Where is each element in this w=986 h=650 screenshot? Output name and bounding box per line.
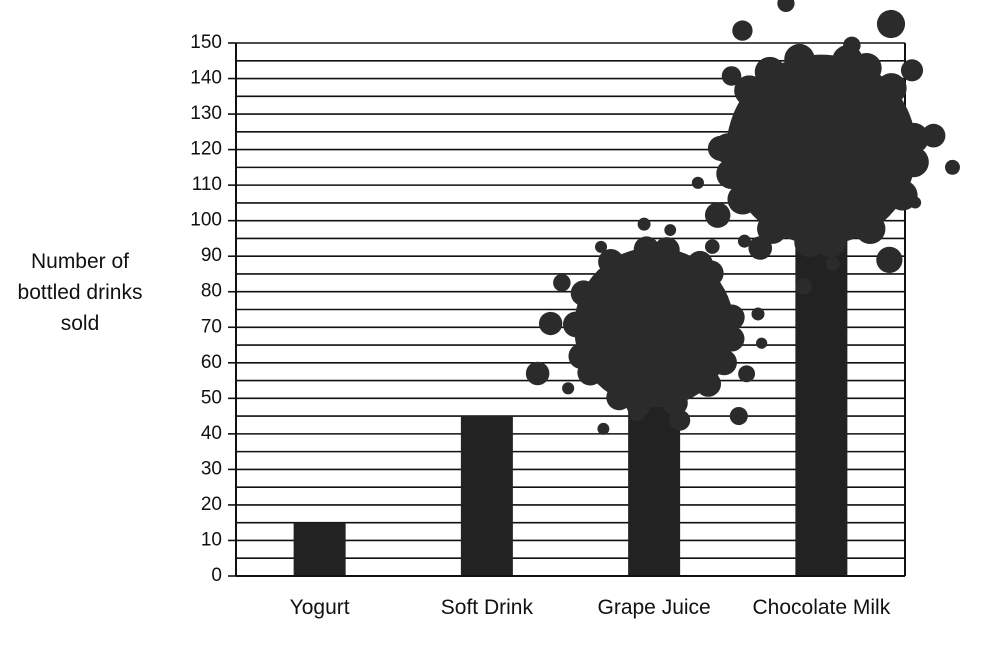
ink-drop [851,53,881,83]
ink-drop [705,239,720,254]
ink-drop [562,382,574,394]
y-axis-label: Number of bottled drinks sold [0,246,160,339]
bar [461,416,513,576]
ink-drop [553,274,571,292]
y-tick-label: 90 [201,245,222,266]
page: 0 10 20 30 40 50 60 70 80 90 100 110 120 130 140 150 Nu… [0,0,986,650]
y-tick-label: 60 [201,352,222,373]
ink-drop [826,257,840,271]
ink-drop [698,260,724,286]
ink-drop [899,123,929,153]
ink-drop [664,224,676,236]
ink-drop [756,338,767,349]
y-tick-label: 110 [192,174,222,195]
ink-drop [945,160,960,175]
ink-drop [692,177,704,189]
ink-drop [795,278,811,294]
ink-drop [571,280,597,306]
x-tick-label: Grape Juice [579,592,729,623]
ink-drop [654,237,680,263]
bar [294,523,346,576]
x-tick-label: Yogurt [245,592,395,623]
x-tick-label: Soft Drink [412,592,562,623]
y-tick-label: 10 [201,529,222,550]
y-tick-label: 0 [211,565,222,586]
ink-drop [755,57,785,87]
y-tick-label: 70 [201,316,222,337]
ink-drop [757,213,787,243]
ink-splat [692,0,960,295]
ink-drop [876,247,902,273]
ink-drop [539,312,562,335]
ink-drop [705,202,730,227]
ink-drop [876,73,906,103]
ink-drop [563,312,589,338]
ink-drop [732,20,752,40]
ink-drop [526,362,550,386]
ink-drop [711,350,737,376]
ink-drop [777,0,794,12]
ink-drop [855,214,885,244]
y-tick-label: 120 [190,139,222,160]
ink-drop [794,227,824,257]
ink-drop [719,305,745,331]
y-tick-label: 50 [201,387,222,408]
y-tick-label: 150 [190,32,222,53]
ink-drop [713,133,743,163]
ink-drop [887,180,917,210]
y-tick-label: 40 [201,423,222,444]
ink-drop [695,371,721,397]
ink-drop [662,390,688,416]
ink-drop [751,307,764,320]
ink-splat [526,218,767,435]
ink-drop [597,423,609,435]
ink-drop [638,218,651,231]
ink-drop [877,10,905,38]
ink-drop [730,407,748,425]
ink-drop [901,59,923,81]
y-tick-label: 20 [201,494,222,515]
y-tick-label: 130 [190,103,222,124]
ink-drop [784,44,814,74]
y-tick-label: 100 [190,210,222,231]
y-tick-label: 140 [190,68,222,89]
y-tick-label: 80 [201,281,222,302]
x-tick-label: Chocolate Milk [746,592,896,623]
ink-drop [598,249,624,275]
ink-drop [606,385,632,411]
y-tick-label: 30 [201,458,222,479]
ink-drop [568,343,594,369]
ink-drop [738,365,755,382]
